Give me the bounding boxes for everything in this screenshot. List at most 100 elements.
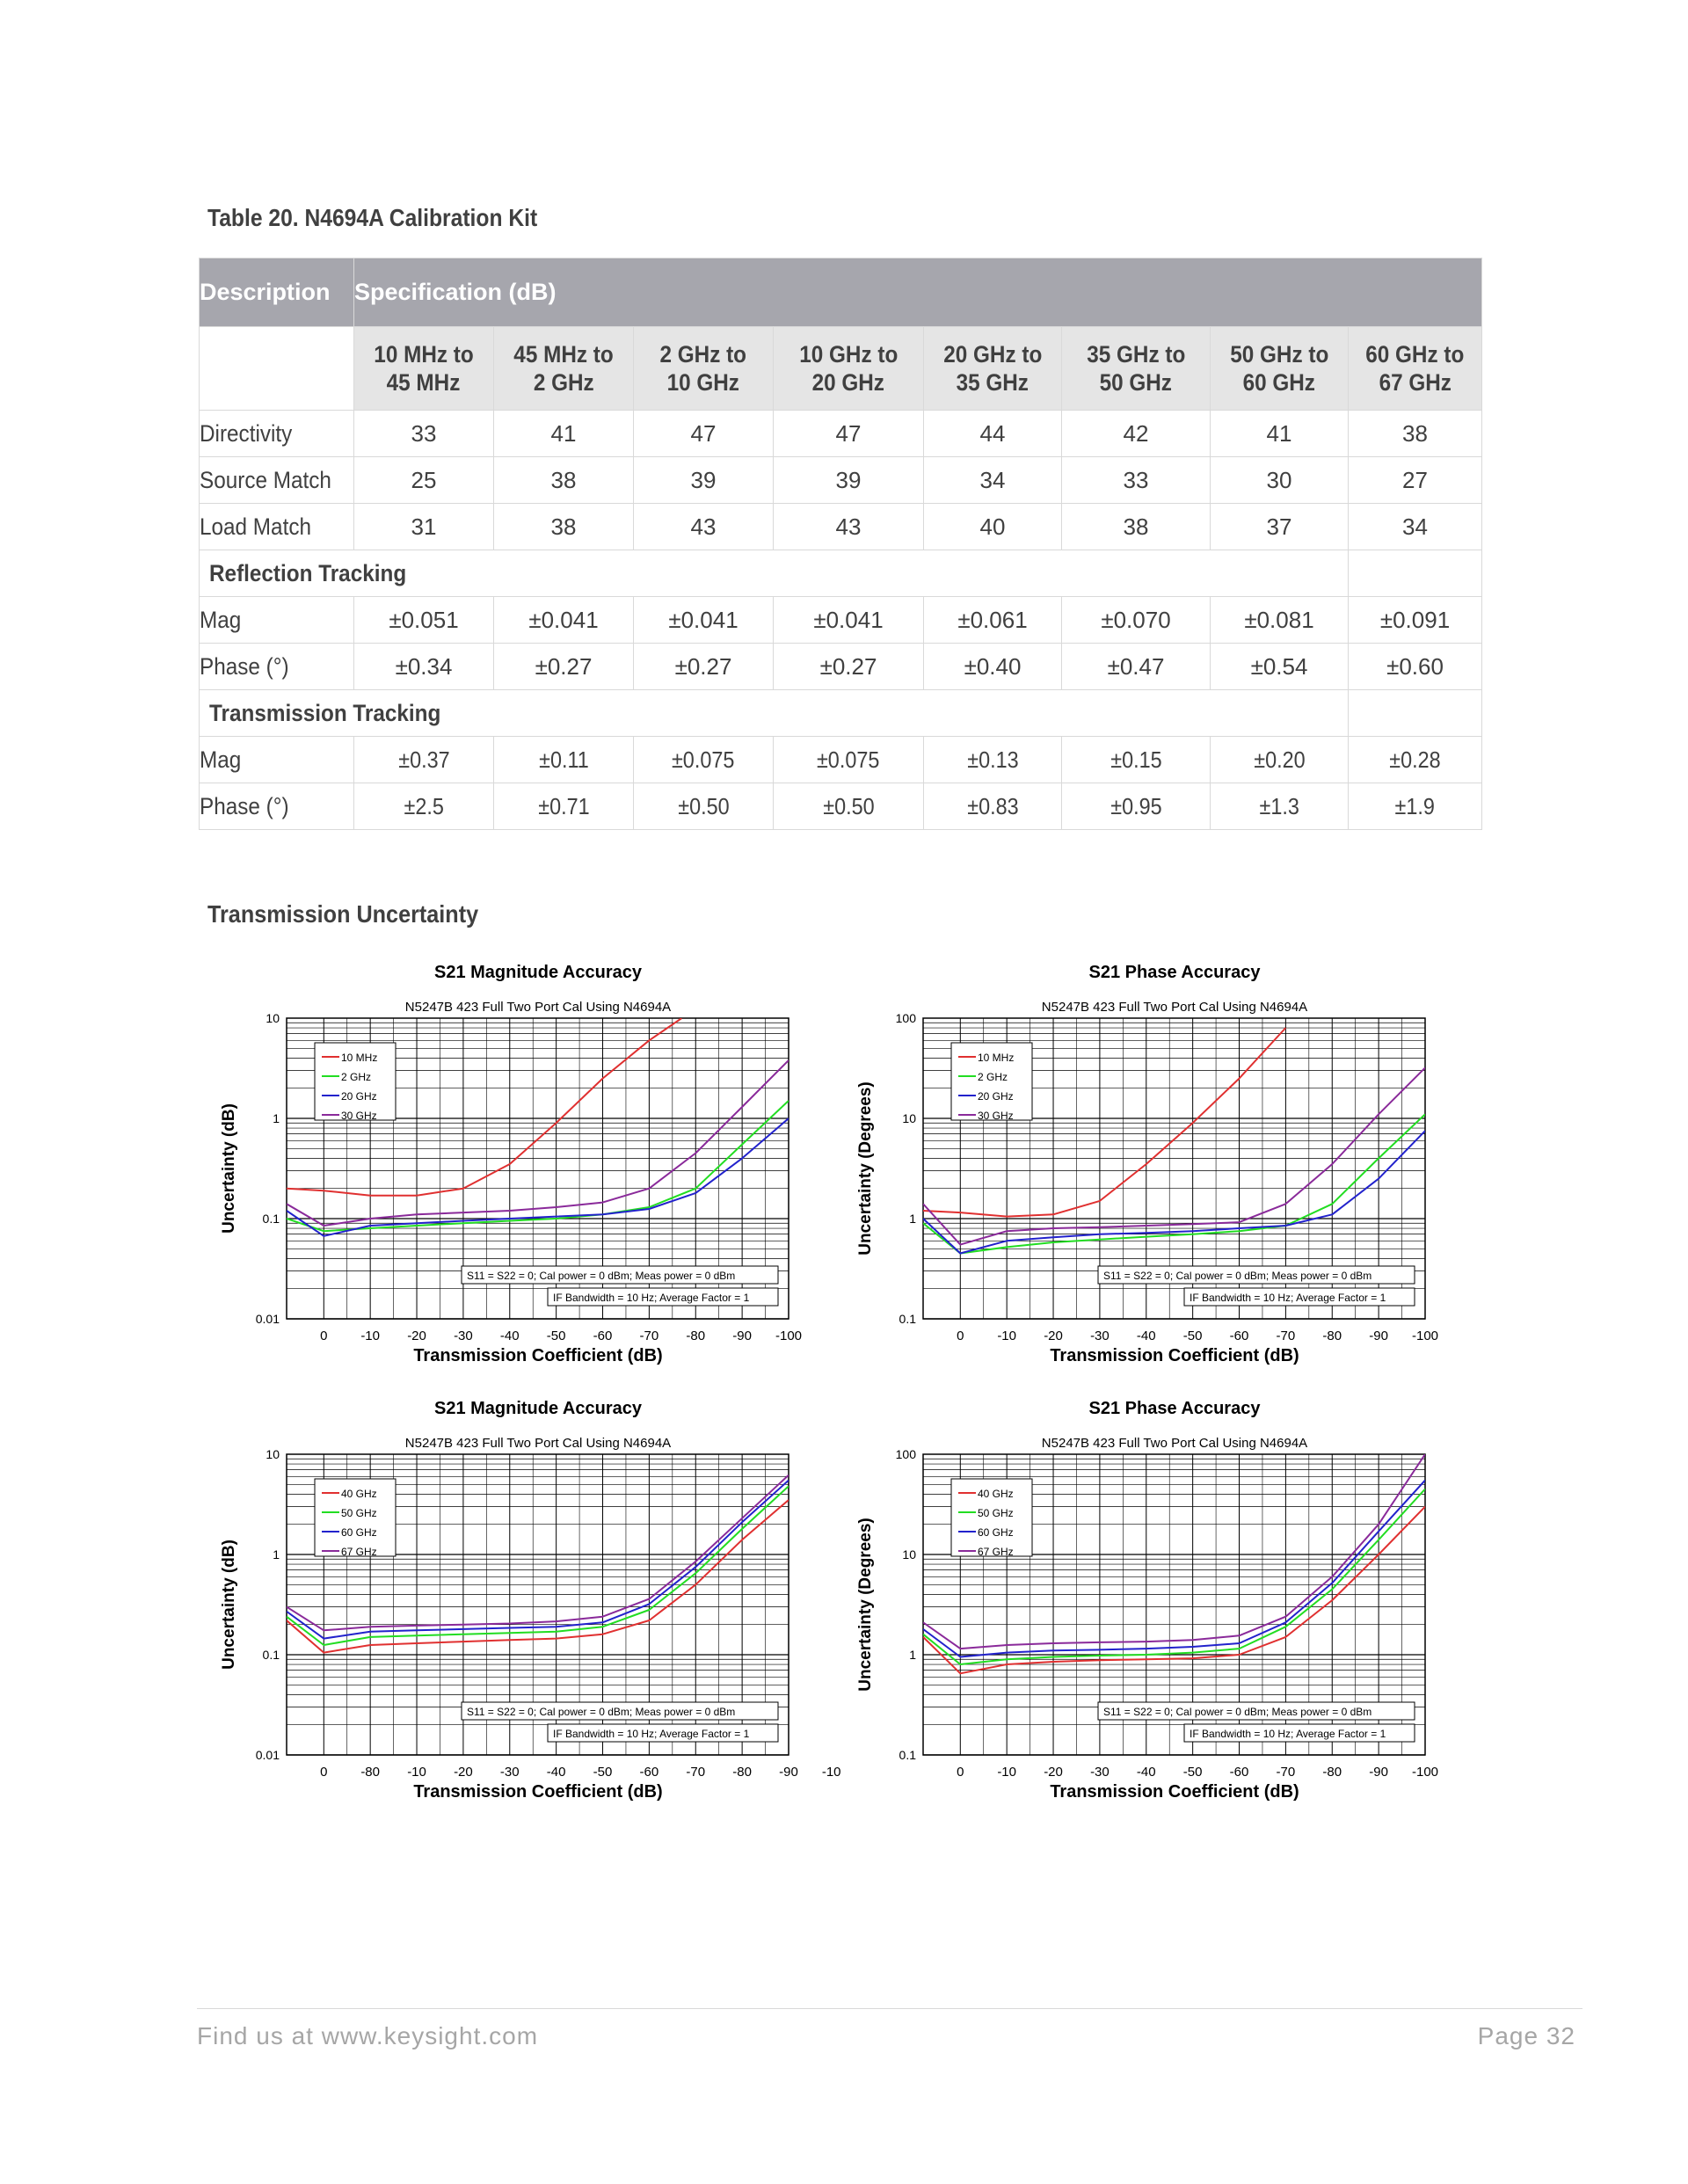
note-text: S11 = S22 = 0; Cal power = 0 dBm; Meas p…: [467, 1270, 735, 1282]
section-title: Transmission Uncertainty: [207, 900, 479, 928]
table-cell: ±0.041: [633, 596, 774, 644]
chart-subtitle: N5247B 423 Full Two Port Cal Using N4694…: [1042, 1000, 1307, 1015]
footer-website: Find us at www.keysight.com: [197, 2022, 539, 2049]
series-line: [923, 1505, 1425, 1675]
legend-box: [314, 1478, 397, 1557]
x-axis-label: Transmission Coefficient (dB): [1050, 1346, 1299, 1365]
table-cell: 41: [493, 410, 634, 457]
note-text: S11 = S22 = 0; Cal power = 0 dBm; Meas p…: [467, 1706, 735, 1718]
series-line: [287, 1018, 682, 1197]
x-tick-label: -50: [1183, 1765, 1203, 1780]
band-header-line: 60 GHz to: [1365, 341, 1465, 368]
band-header-line: 20 GHz to: [942, 341, 1043, 368]
table-cell: ±0.15: [1061, 736, 1211, 783]
x-tick-label: -30: [1090, 1765, 1110, 1780]
chart-s21-phase-high: S21 Phase Accuracy N5247B 423 Full Two Po…: [844, 1394, 1477, 1834]
table-row: Phase (°) ±2.5 ±0.71 ±0.50 ±0.50 ±0.83 ±0.95 ±1…: [199, 783, 1483, 830]
table-cell: 42: [1061, 410, 1211, 457]
table-cell-text: ±0.15: [1110, 746, 1162, 773]
note-text: IF Bandwidth = 10 Hz; Average Factor = 1: [1190, 1292, 1386, 1304]
table-cell-text: ±2.5: [404, 792, 444, 819]
band-header: 45 MHz to 2 GHz: [493, 326, 634, 411]
x-tick-label: -80: [732, 1765, 752, 1780]
table-cell: ±0.27: [633, 643, 774, 690]
row-label: Mag: [199, 596, 354, 644]
x-tick-label: -60: [640, 1765, 659, 1780]
band-header: 35 GHz to 50 GHz: [1061, 326, 1211, 411]
y-tick-label: 10: [902, 1547, 916, 1562]
table-row: Load Match 31 38 43 43 40 38 37 34: [199, 503, 1483, 550]
header-description: Description: [199, 258, 354, 327]
note-text: IF Bandwidth = 10 Hz; Average Factor = 1: [553, 1292, 750, 1304]
row-label: Mag: [199, 736, 354, 783]
section-label: Reflection Tracking: [199, 550, 1349, 597]
table-cell: 43: [773, 503, 924, 550]
table-cell: 47: [773, 410, 924, 457]
y-tick-label: 0.1: [263, 1648, 280, 1662]
legend-label: 50 GHz: [978, 1507, 1014, 1519]
chart-subtitle: N5247B 423 Full Two Port Cal Using N4694…: [405, 1000, 671, 1015]
table-row: Directivity 33 41 47 47 44 42 41 38: [199, 410, 1483, 457]
note-box: [547, 1287, 779, 1307]
x-tick-label: -70: [1277, 1329, 1296, 1343]
table-cell: ±0.091: [1347, 596, 1483, 644]
x-tick-label: -80: [1322, 1765, 1342, 1780]
table-cell: 27: [1347, 456, 1483, 504]
table-cell: 30: [1210, 456, 1349, 504]
table-cell: ±0.83: [923, 783, 1062, 830]
x-tick-label: -90: [732, 1329, 752, 1343]
table-cell: ±0.051: [353, 596, 494, 644]
table-cell-text: ±0.37: [397, 746, 450, 773]
y-tick-label: 10: [902, 1111, 916, 1125]
section-label: Transmission Tracking: [199, 689, 1349, 737]
x-tick-label: -10: [360, 1329, 380, 1343]
x-tick-label: -20: [454, 1765, 473, 1780]
x-tick-label: -50: [547, 1329, 566, 1343]
x-tick-label: 0: [957, 1765, 964, 1780]
band-header: 2 GHz to 10 GHz: [633, 326, 774, 411]
table-cell: 38: [493, 503, 634, 550]
x-tick-label: -100: [1412, 1329, 1438, 1343]
band-header-line: 10 MHz to: [374, 341, 474, 368]
series-line: [923, 1479, 1425, 1658]
legend-label: 20 GHz: [341, 1090, 377, 1103]
note-text: IF Bandwidth = 10 Hz; Average Factor = 1: [553, 1728, 750, 1740]
y-axis-label: Uncertainty (Degrees): [856, 1518, 875, 1691]
x-tick-label: -40: [547, 1765, 566, 1780]
chart-svg: S21 Magnitude Accuracy N5247B 423 Full Tw…: [220, 963, 802, 1365]
table-cell: ±0.070: [1061, 596, 1211, 644]
band-header: 60 GHz to 67 GHz: [1347, 326, 1483, 411]
row-label-text: Source Match: [200, 466, 331, 493]
x-tick-label: -10: [997, 1765, 1016, 1780]
x-tick-label: -40: [1137, 1329, 1156, 1343]
table-cell: 39: [633, 456, 774, 504]
y-tick-label: 100: [896, 1447, 917, 1461]
chart-subtitle: N5247B 423 Full Two Port Cal Using N4694…: [1042, 1436, 1307, 1451]
table-cell-text: ±0.83: [966, 792, 1019, 819]
table-cell-text: ±0.20: [1253, 746, 1306, 773]
table-cell-text: ±0.13: [966, 746, 1019, 773]
table-cell: ±0.041: [493, 596, 634, 644]
y-tick-label: 0.01: [256, 1312, 280, 1326]
blank-cell: [199, 326, 354, 411]
table-cell: 38: [493, 456, 634, 504]
table-cell-text: ±1.9: [1394, 792, 1436, 819]
note-box: [547, 1723, 779, 1743]
x-tick-label: -50: [1183, 1329, 1203, 1343]
footer-divider: [197, 2008, 1582, 2009]
series-line: [287, 1485, 789, 1646]
table-cell-text: ±0.50: [677, 792, 730, 819]
table-cell: ±1.9: [1347, 783, 1483, 830]
note-text: S11 = S22 = 0; Cal power = 0 dBm; Meas p…: [1103, 1270, 1372, 1282]
series-line: [923, 1113, 1425, 1255]
table-cell: ±0.47: [1061, 643, 1211, 690]
x-tick-label: -100: [822, 1765, 840, 1780]
row-label-text: Mag: [200, 746, 242, 773]
header-specification: Specification (dB): [353, 258, 1483, 327]
band-header-line: 10 GHz to: [798, 341, 899, 368]
band-header-line: 35 GHz: [956, 369, 1030, 396]
table-cell: ±0.27: [773, 643, 924, 690]
table-cell: 25: [353, 456, 494, 504]
x-axis-label: Transmission Coefficient (dB): [413, 1346, 662, 1365]
empty-cell: [1347, 550, 1483, 597]
